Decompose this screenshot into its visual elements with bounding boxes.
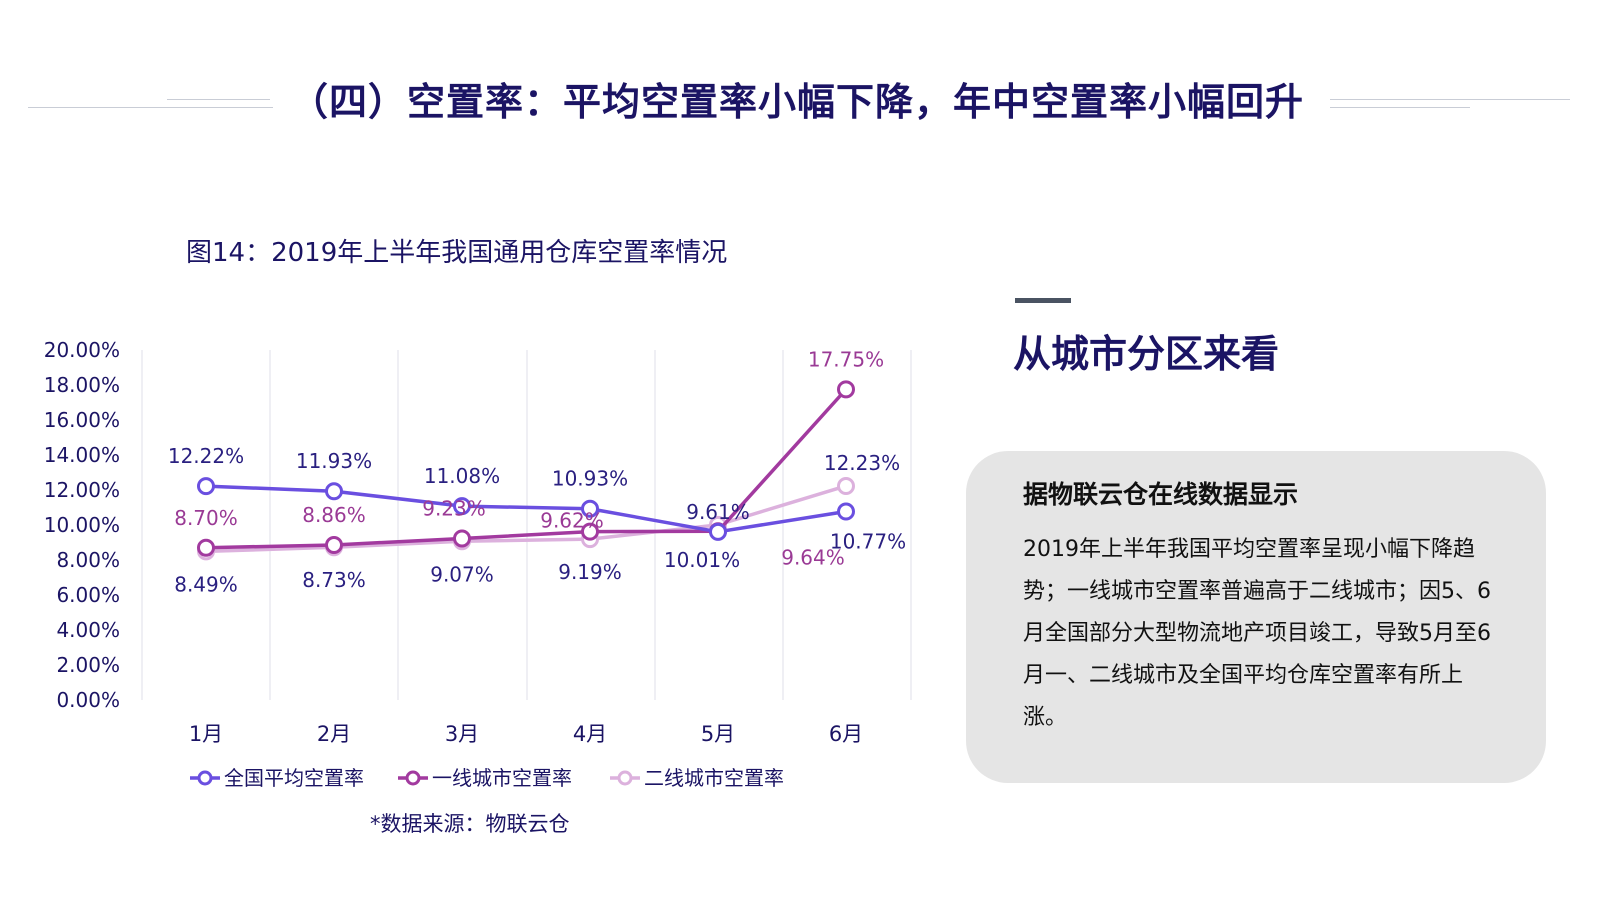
y-tick-label: 8.00% [56,548,120,572]
y-tick-label: 6.00% [56,583,120,607]
y-tick-label: 16.00% [44,408,120,432]
data-label: 12.22% [168,444,244,468]
legend-label: 二线城市空置率 [644,766,784,790]
x-tick-label: 2月 [317,722,351,746]
data-label: 8.86% [302,503,366,527]
y-axis-ticks: 0.00% 2.00% 4.00% 6.00% 8.00% 10.00% 12.00% 14.… [44,338,120,712]
legend-marker [617,770,633,786]
data-labels: 12.22% 11.93% 11.08% 10.93% 9.61% 10.77% 8.70%… [168,347,906,596]
data-label: 8.70% [174,506,238,530]
title-rule-right-inner [1330,99,1570,100]
title-rule-left-inner [167,99,270,100]
y-tick-label: 10.00% [44,513,120,537]
data-label: 9.61% [686,500,750,524]
data-label: 12.23% [824,451,900,475]
series-line-1 [204,387,848,550]
data-label: 9.07% [430,562,494,586]
x-axis-ticks: 1月 2月 3月 4月 5月 6月 [189,722,863,746]
info-card-title: 据物联云仓在线数据显示 [1023,480,1299,509]
data-label: 10.01% [664,548,740,572]
vacancy-rate-line-chart: 0.00% 2.00% 4.00% 6.00% 8.00% 10.00% 12.00% 14.… [44,338,912,790]
series-1-point [453,529,471,548]
data-label: 9.23% [422,496,486,520]
data-label: 8.73% [302,568,366,592]
x-tick-label: 6月 [829,722,863,746]
data-label: 9.64% [781,545,845,569]
x-tick-label: 1月 [189,722,223,746]
series-2-point [837,476,855,495]
chart-grid [141,350,912,700]
series-1-point [197,538,215,557]
info-card: 据物联云仓在线数据显示 2019年上半年我国平均空置率呈现小幅下降趋势；一线城市… [966,451,1546,783]
x-tick-label: 5月 [701,722,735,746]
page-title: （四）空置率：平均空置率小幅下降，年中空置率小幅回升 [290,80,1305,124]
series-1-point [837,380,855,399]
y-tick-label: 14.00% [44,443,120,467]
data-label: 10.77% [830,530,906,554]
data-source-note: *数据来源：物联云仓 [370,812,570,836]
series-0-point [325,482,343,501]
series-0-point [709,522,727,541]
y-tick-label: 12.00% [44,478,120,502]
chart-title: 图14：2019年上半年我国通用仓库空置率情况 [186,238,728,268]
chart-legend: 全国平均空置率 一线城市空置率 二线城市空置率 [190,766,784,790]
chart-series [197,380,855,561]
legend-label: 一线城市空置率 [432,766,572,790]
section-accent-bar [1015,298,1071,303]
series-0-point [581,499,599,518]
data-label: 9.62% [540,509,604,533]
data-label: 9.19% [558,560,622,584]
x-tick-label: 4月 [573,722,607,746]
legend-marker [405,770,421,786]
y-tick-label: 18.00% [44,373,120,397]
series-0-point [837,502,855,521]
title-rule-right-outer [1330,107,1470,108]
legend-marker [197,770,213,786]
data-label: 8.49% [174,572,238,596]
data-label: 10.93% [552,467,628,491]
x-tick-label: 3月 [445,722,479,746]
legend-label: 全国平均空置率 [224,766,364,790]
data-label: 11.08% [424,464,500,488]
data-label: 11.93% [296,449,372,473]
series-1-point [581,522,599,541]
series-0-point [197,477,215,496]
y-tick-label: 0.00% [56,688,120,712]
series-1-point [325,535,343,554]
series-line-0 [204,484,848,534]
series-line-2 [204,484,848,554]
section-title: 从城市分区来看 [1013,332,1280,376]
y-tick-label: 20.00% [44,338,120,362]
data-label: 17.75% [808,347,884,371]
info-card-body: 2019年上半年我国平均空置率呈现小幅下降趋势；一线城市空置率普遍高于二线城市；… [1023,537,1491,730]
y-tick-label: 2.00% [56,653,120,677]
title-rule-left-outer [28,107,273,108]
y-tick-label: 4.00% [56,618,120,642]
series-0-point [453,497,471,516]
